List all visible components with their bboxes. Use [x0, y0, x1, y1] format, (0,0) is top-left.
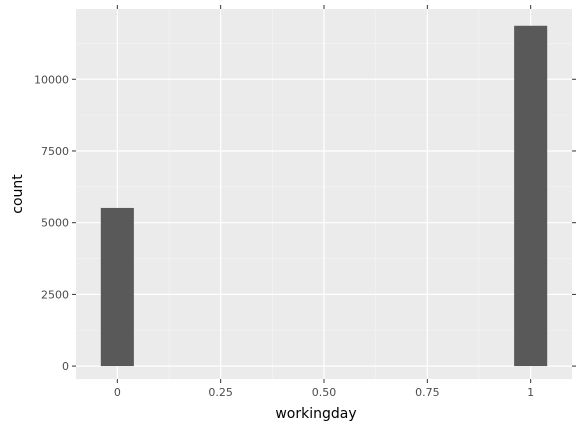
y-tick-label: 0: [62, 360, 69, 373]
y-tick-label: 10000: [34, 73, 69, 86]
x-tick-label: 0: [114, 386, 121, 399]
x-tick-label: 1: [527, 386, 534, 399]
bar-0: [101, 208, 134, 366]
x-tick-labels: 0 0.25 0.50 0.75 1: [114, 386, 534, 399]
x-tick-label: 0.75: [415, 386, 440, 399]
bar-1: [514, 26, 547, 366]
y-tick-labels: 0 2500 5000 7500 10000: [34, 73, 69, 373]
x-tick-label: 0.25: [208, 386, 233, 399]
x-tick-label: 0.50: [312, 386, 337, 399]
y-tick-label: 5000: [41, 217, 69, 230]
y-axis-title: count: [10, 174, 26, 214]
x-axis-title: workingday: [275, 406, 356, 422]
y-tick-label: 7500: [41, 145, 69, 158]
y-tick-label: 2500: [41, 288, 69, 301]
